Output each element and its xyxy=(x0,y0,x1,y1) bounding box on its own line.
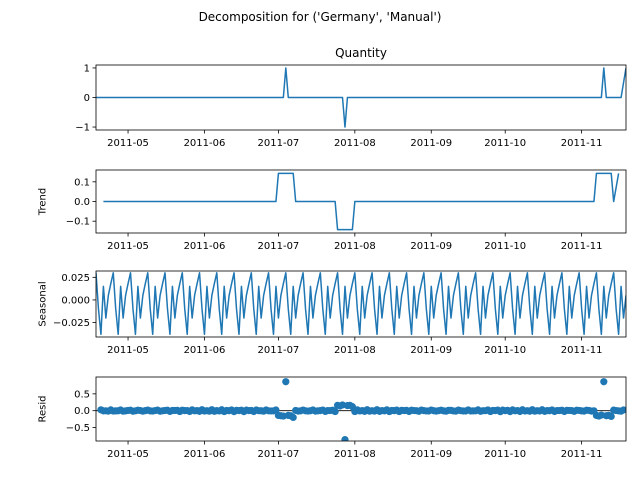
quantity-xtick-label: 2011-06 xyxy=(184,138,226,149)
quantity-data xyxy=(96,67,626,128)
seasonal-xtick-label: 2011-05 xyxy=(107,345,149,356)
resid-xtick-label: 2011-05 xyxy=(107,449,149,460)
seasonal-ytick-label: 0.000 xyxy=(61,295,90,306)
trend-xtick-label: 2011-11 xyxy=(561,241,603,252)
quantity-ytick-label: −1 xyxy=(75,123,90,134)
seasonal-xtick-label: 2011-10 xyxy=(484,345,526,356)
resid-data xyxy=(96,378,626,441)
quantity-title: Quantity xyxy=(335,46,387,60)
trend-ytick-label: 0.0 xyxy=(74,197,90,208)
seasonal-series-line xyxy=(96,272,626,336)
quantity-xtick-label: 2011-11 xyxy=(561,138,603,149)
trend-data xyxy=(103,172,620,231)
resid-xtick-label: 2011-06 xyxy=(184,449,226,460)
seasonal-xtick-label: 2011-07 xyxy=(258,345,300,356)
seasonal-frame xyxy=(95,270,627,338)
trend-ylabel: Trend xyxy=(38,188,49,216)
trend-xtick-label: 2011-06 xyxy=(184,241,226,252)
resid-xtick-label: 2011-08 xyxy=(334,449,376,460)
resid-point xyxy=(289,413,297,422)
quantity-xtick-label: 2011-07 xyxy=(258,138,300,149)
resid-ytick-label: 0.5 xyxy=(74,389,90,400)
resid-point xyxy=(331,407,339,416)
seasonal-data xyxy=(96,272,626,336)
resid-xtick-label: 2011-10 xyxy=(484,449,526,460)
resid-panel: Resid 0.5 0.0 −0.5 2011-05 2011-06 2011-07 2011… xyxy=(38,376,627,460)
trend-xtick-label: 2011-10 xyxy=(484,241,526,252)
seasonal-ytick-label: −0.025 xyxy=(53,318,90,329)
resid-point xyxy=(607,412,615,421)
figure-title: Decomposition for ('Germany', 'Manual') xyxy=(199,10,442,24)
quantity-ytick-label: 1 xyxy=(84,63,90,74)
trend-xtick-label: 2011-08 xyxy=(334,241,376,252)
quantity-xtick-label: 2011-09 xyxy=(410,138,452,149)
trend-panel: Trend 0.1 0.0 −0.1 2011-05 2011-06 2011-07 2011… xyxy=(38,169,627,252)
resid-frame xyxy=(95,376,627,442)
resid-ylabel: Resid xyxy=(38,396,49,423)
resid-point xyxy=(272,406,280,414)
quantity-xtick-label: 2011-10 xyxy=(484,138,526,149)
seasonal-xtick-label: 2011-11 xyxy=(561,345,603,356)
quantity-ytick-label: 0 xyxy=(84,93,90,104)
resid-point xyxy=(341,436,349,441)
trend-ytick-label: −0.1 xyxy=(66,217,90,228)
quantity-xtick-label: 2011-05 xyxy=(107,138,149,149)
resid-point xyxy=(282,378,290,386)
resid-xtick-label: 2011-11 xyxy=(561,449,603,460)
trend-series-line xyxy=(103,172,620,231)
resid-point xyxy=(600,378,608,386)
resid-xtick-label: 2011-07 xyxy=(258,449,300,460)
seasonal-ylabel: Seasonal xyxy=(38,281,49,326)
resid-ytick-label: −0.5 xyxy=(66,423,90,434)
seasonal-panel: Seasonal 0.025 0.000 −0.025 2011-05 2011-06 20… xyxy=(38,270,627,356)
panels-group: Quantity 1 0 −1 2011-05 2011-06 2011-07 2011-08… xyxy=(38,46,627,460)
resid-point xyxy=(619,406,626,414)
resid-ytick-label: 0.0 xyxy=(74,406,90,417)
quantity-panel: Quantity 1 0 −1 2011-05 2011-06 2011-07 2011-08… xyxy=(75,46,627,149)
quantity-series-line xyxy=(96,67,626,128)
seasonal-xtick-label: 2011-06 xyxy=(184,345,226,356)
trend-xtick-label: 2011-09 xyxy=(410,241,452,252)
resid-xtick-label: 2011-09 xyxy=(410,449,452,460)
quantity-xtick-label: 2011-08 xyxy=(334,138,376,149)
trend-xtick-label: 2011-05 xyxy=(107,241,149,252)
trend-ytick-label: 0.1 xyxy=(74,177,90,188)
trend-xtick-label: 2011-07 xyxy=(258,241,300,252)
seasonal-xtick-label: 2011-09 xyxy=(410,345,452,356)
seasonal-ytick-label: 0.025 xyxy=(61,273,90,284)
seasonal-xtick-label: 2011-08 xyxy=(334,345,376,356)
